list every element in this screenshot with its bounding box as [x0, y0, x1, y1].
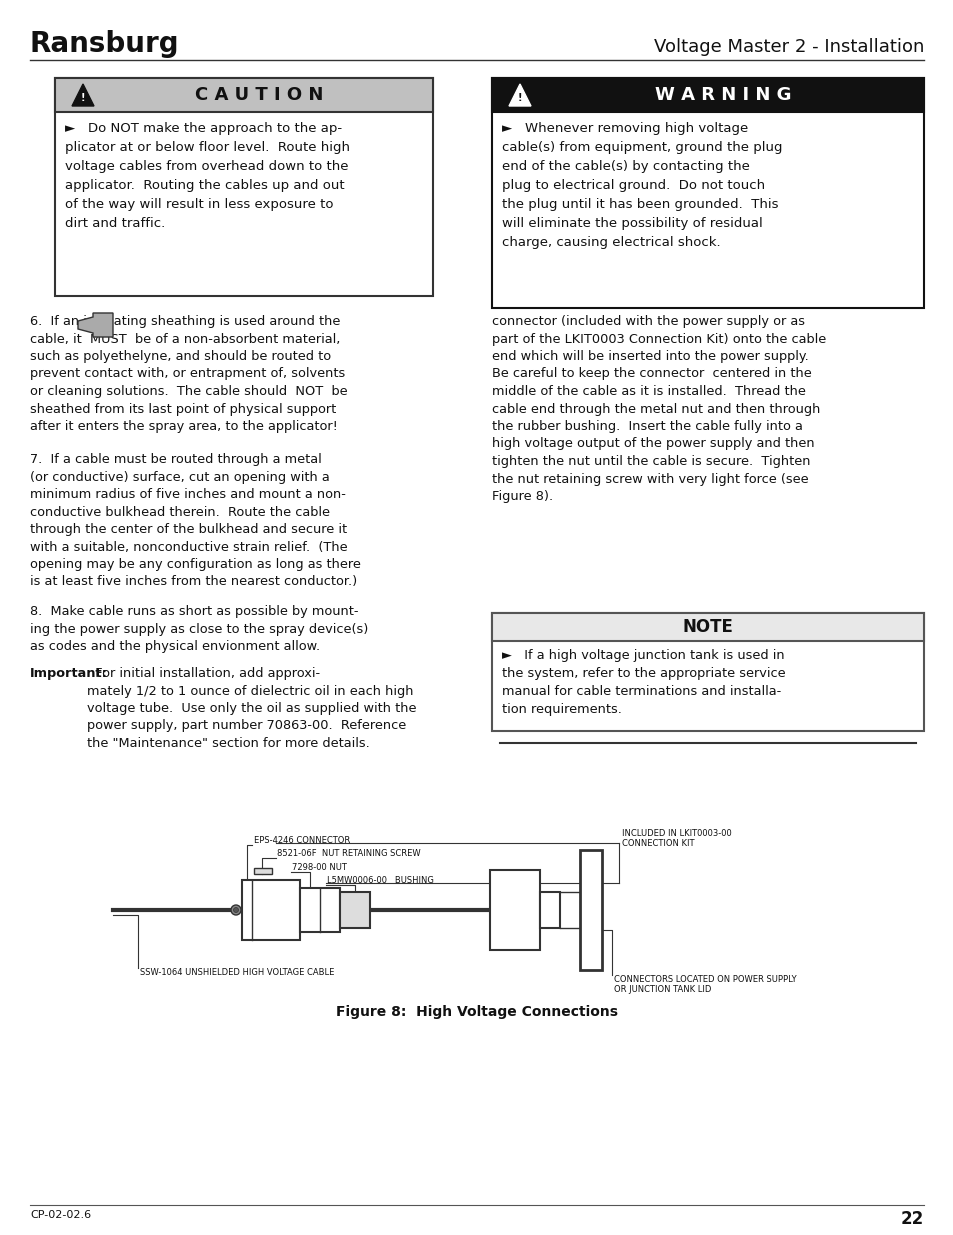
Bar: [55, 78, 433, 296]
Bar: [55, 78, 433, 112]
Text: CONNECTORS LOCATED ON POWER SUPPLY
OR JUNCTION TANK LID: CONNECTORS LOCATED ON POWER SUPPLY OR JU…: [614, 974, 796, 994]
Text: EPS-4246 CONNECTOR: EPS-4246 CONNECTOR: [253, 836, 350, 845]
Text: Figure 8:  High Voltage Connections: Figure 8: High Voltage Connections: [335, 1005, 618, 1019]
Text: INCLUDED IN LKIT0003-00
CONNECTION KIT: INCLUDED IN LKIT0003-00 CONNECTION KIT: [621, 829, 731, 848]
Text: 6.  If an insulating sheathing is used around the
cable, it  MUST  be of a non-a: 6. If an insulating sheathing is used ar…: [30, 315, 347, 433]
Circle shape: [231, 905, 241, 915]
Text: Ransburg: Ransburg: [30, 30, 179, 58]
Text: 8.  Make cable runs as short as possible by mount-
ing the power supply as close: 8. Make cable runs as short as possible …: [30, 605, 368, 653]
Text: NOTE: NOTE: [681, 618, 733, 636]
Text: 8521-06F  NUT RETAINING SCREW: 8521-06F NUT RETAINING SCREW: [276, 848, 420, 858]
Text: 7298-00 NUT: 7298-00 NUT: [292, 863, 347, 872]
Polygon shape: [78, 312, 112, 337]
Text: L5MW0006-00   BUSHING: L5MW0006-00 BUSHING: [327, 876, 434, 885]
Bar: [492, 78, 923, 112]
Text: CP-02-02.6: CP-02-02.6: [30, 1210, 91, 1220]
Polygon shape: [71, 84, 94, 106]
Text: ►   Whenever removing high voltage
cable(s) from equipment, ground the plug
end : ► Whenever removing high voltage cable(s…: [501, 122, 781, 249]
Bar: [490, 869, 539, 950]
Bar: [253, 868, 272, 874]
Bar: [242, 881, 299, 940]
Bar: [539, 892, 559, 927]
Text: !: !: [81, 93, 85, 103]
Circle shape: [233, 908, 238, 913]
Text: ►   Do NOT make the approach to the ap-
plicator at or below floor level.  Route: ► Do NOT make the approach to the ap- pl…: [65, 122, 350, 230]
Text: connector (included with the power supply or as
part of the LKIT0003 Connection : connector (included with the power suppl…: [492, 315, 825, 503]
Polygon shape: [509, 84, 531, 106]
Bar: [492, 613, 923, 731]
Text: C A U T I O N: C A U T I O N: [194, 86, 323, 104]
Text: W A R N I N G: W A R N I N G: [654, 86, 790, 104]
Text: SSW-1064 UNSHIELDED HIGH VOLTAGE CABLE: SSW-1064 UNSHIELDED HIGH VOLTAGE CABLE: [140, 968, 334, 977]
Bar: [492, 613, 923, 641]
Bar: [339, 892, 370, 927]
Text: 7.  If a cable must be routed through a metal
(or conductive) surface, cut an op: 7. If a cable must be routed through a m…: [30, 453, 360, 589]
Text: ►   If a high voltage junction tank is used in
the system, refer to the appropri: ► If a high voltage junction tank is use…: [501, 650, 785, 716]
Bar: [579, 850, 601, 969]
Text: Important:: Important:: [30, 667, 108, 680]
Text: !: !: [517, 93, 521, 103]
Text: 22: 22: [900, 1210, 923, 1228]
Text: Voltage Master 2 - Installation: Voltage Master 2 - Installation: [653, 38, 923, 56]
Bar: [299, 888, 339, 932]
Bar: [492, 78, 923, 308]
Text: For initial installation, add approxi-
mately 1/2 to 1 ounce of dielectric oil i: For initial installation, add approxi- m…: [87, 667, 416, 750]
